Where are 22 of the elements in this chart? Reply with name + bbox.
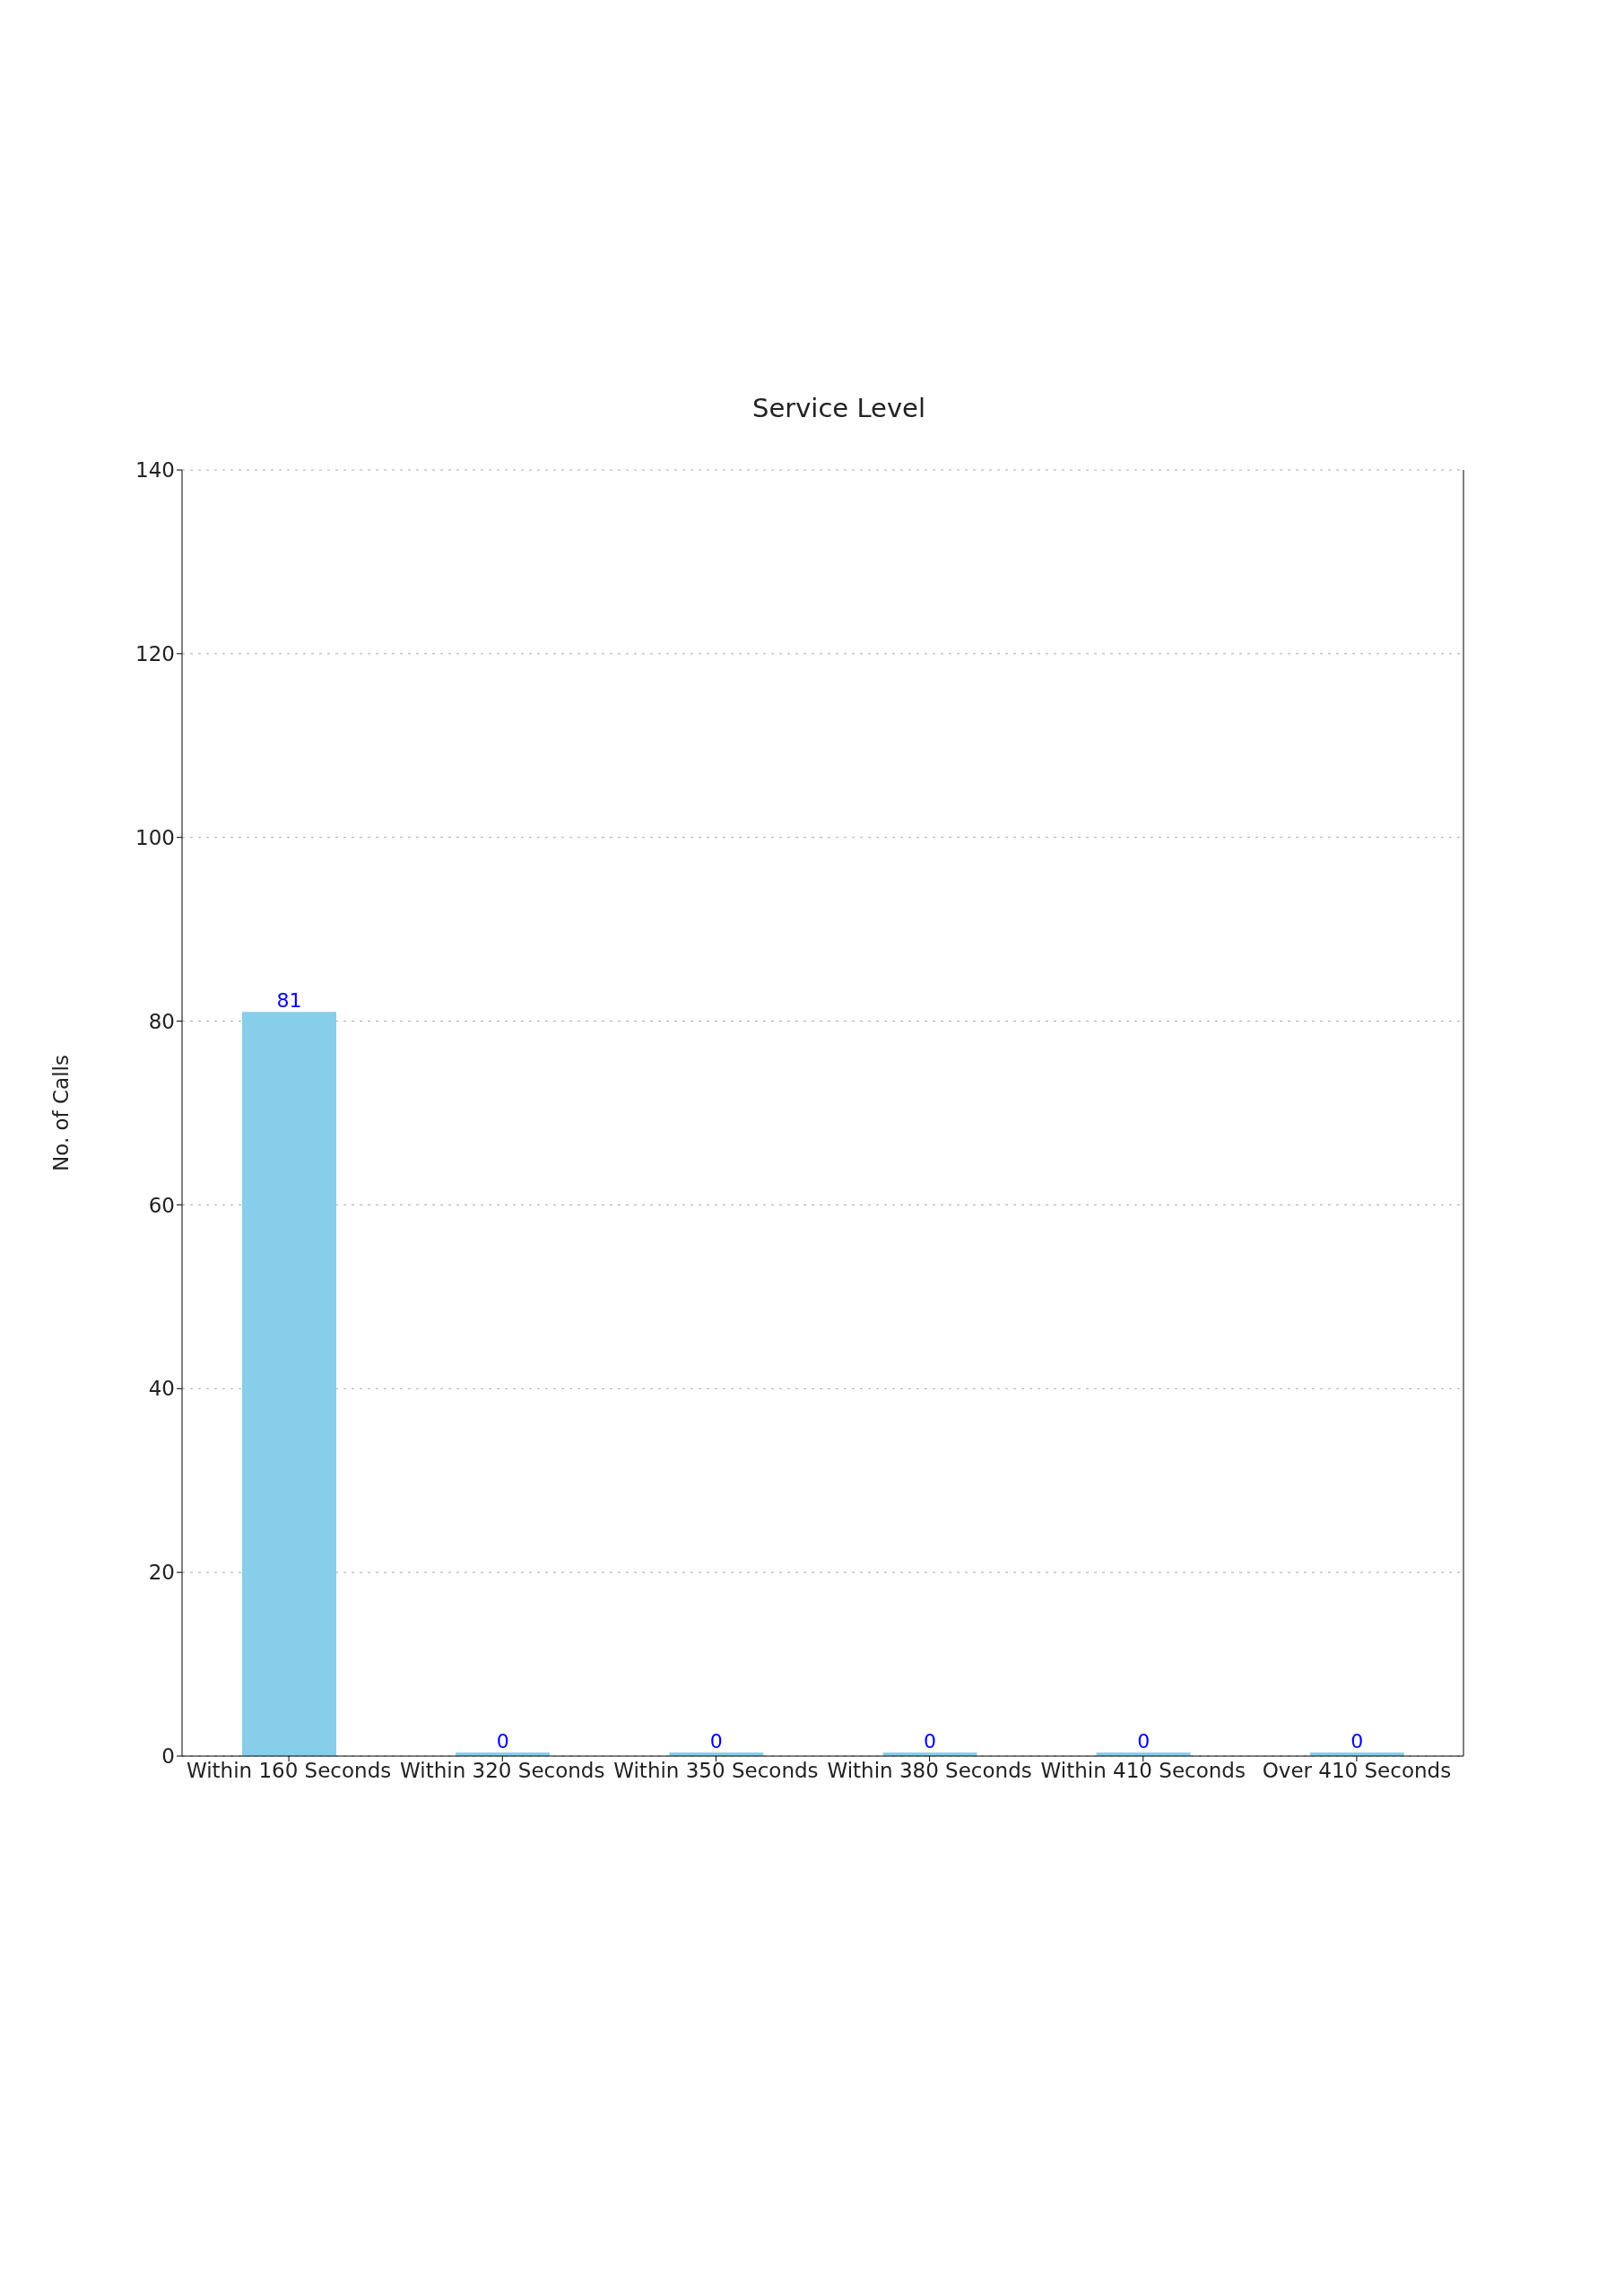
data-label: 0: [496, 1730, 509, 1752]
y-tick-label: 60: [148, 1193, 175, 1217]
x-tick-label: Within 320 Seconds: [400, 1759, 605, 1783]
data-label: 0: [924, 1730, 936, 1752]
y-tick-label: 0: [161, 1744, 175, 1769]
y-axis-title: No. of Calls: [49, 1055, 74, 1171]
x-tick-label: Within 160 Seconds: [186, 1759, 392, 1783]
data-label: 0: [709, 1730, 723, 1752]
data-label: 81: [276, 989, 302, 1013]
y-tick-label: 140: [135, 458, 175, 483]
data-label: 0: [1350, 1730, 1364, 1752]
x-tick-label: Over 410 Seconds: [1262, 1759, 1452, 1783]
data-label: 0: [1137, 1730, 1151, 1752]
x-tick-label: Within 350 Seconds: [613, 1759, 819, 1783]
chart-title: Service Level: [751, 393, 926, 425]
x-tick-label: Within 380 Seconds: [827, 1759, 1032, 1783]
x-tick-label: Within 410 Seconds: [1040, 1759, 1246, 1783]
y-tick-label: 120: [135, 642, 175, 666]
y-tick-label: 80: [148, 1009, 175, 1033]
y-tick-label: 40: [148, 1377, 175, 1401]
y-tick-label: 100: [135, 825, 175, 849]
y-tick-label: 20: [148, 1561, 175, 1585]
